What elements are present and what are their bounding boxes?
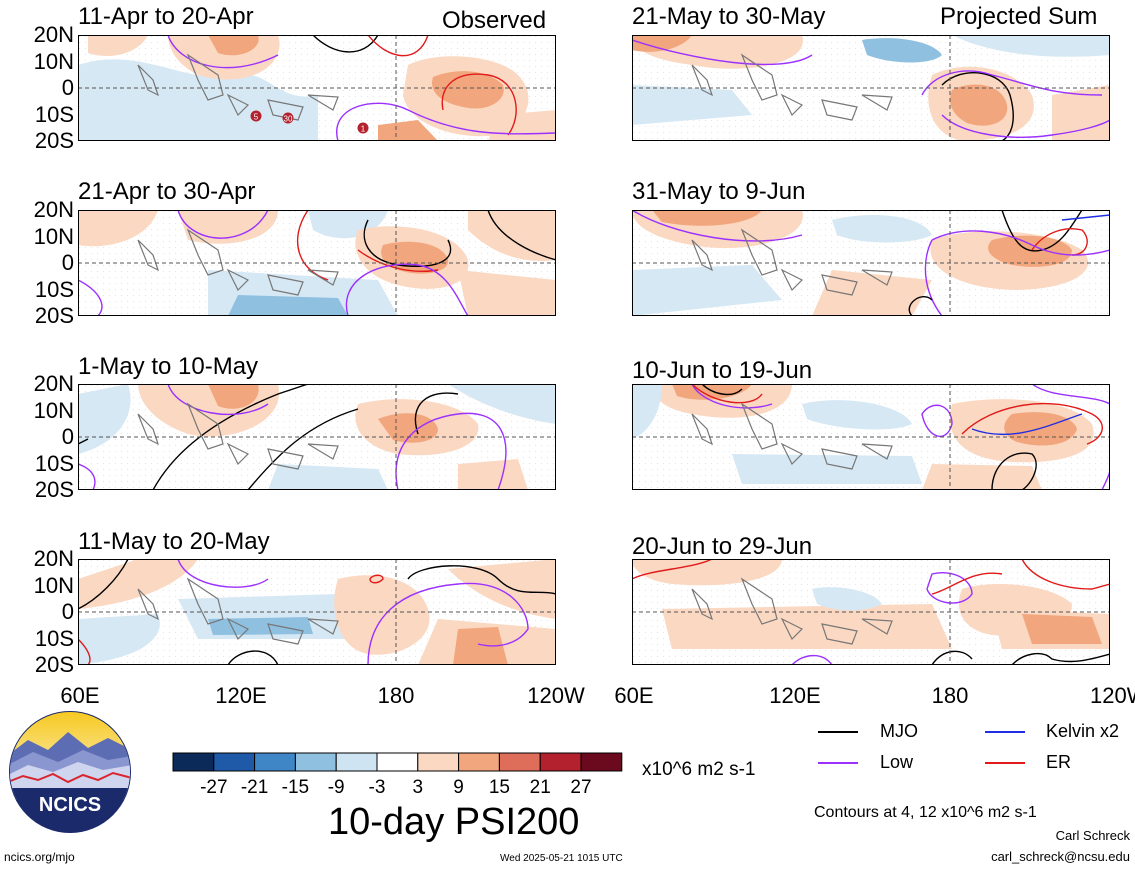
lon-label-60e: 60E <box>60 683 100 708</box>
storm-marker-label: 5 <box>254 113 259 122</box>
map-panel-2 <box>78 210 556 316</box>
lat-label: 10S <box>34 450 74 476</box>
site-url[interactable]: ncics.org/mjo <box>4 850 75 864</box>
panel-title: 21-Apr to 30-Apr <box>78 178 256 205</box>
panel-title: 1-May to 10-May <box>78 353 259 380</box>
panel-title: 21-May to 30-May <box>632 3 826 30</box>
colorbar-swatch <box>539 752 582 772</box>
storm-marker: 30 <box>282 112 294 124</box>
lat-label: 10N <box>33 223 74 249</box>
author-name: Carl Schreck <box>1055 828 1130 843</box>
legend-swatch-er <box>985 762 1025 764</box>
colorbar-tick-label: 9 <box>453 777 464 798</box>
lat-label: 20N <box>33 22 74 47</box>
timestamp: Wed 2025-05-21 1015 UTC <box>500 853 623 864</box>
lat-label: 20N <box>33 371 74 396</box>
colorbar-swatch <box>213 752 256 772</box>
colorbar-tick-label: -9 <box>328 777 345 798</box>
panel-title: 11-Apr to 20-Apr <box>78 3 254 30</box>
colorbar-swatch <box>294 752 337 772</box>
panel-tag-projected: Projected Sum <box>940 3 1098 30</box>
lat-label: 0 <box>61 424 74 449</box>
map-panel-7 <box>632 384 1110 490</box>
lat-label: 10S <box>34 101 74 127</box>
legend-label-low: Low <box>880 752 914 772</box>
colorbar-swatch <box>254 752 296 772</box>
lat-label: 20N <box>33 546 74 571</box>
map-panel-6 <box>632 210 1110 316</box>
colorbar: -27 -21 -15 -9 -3 3 9 15 21 27 <box>172 752 623 798</box>
lat-label: 20S <box>34 477 74 502</box>
storm-marker: 5 <box>250 110 262 122</box>
colorbar-swatch <box>417 752 460 772</box>
colorbar-tick-label: 15 <box>489 777 510 798</box>
colorbar-tick-label: -21 <box>241 777 268 798</box>
map-panel-4 <box>78 559 556 665</box>
chart-title: 10-day PSI200 <box>328 801 580 843</box>
map-panel-8 <box>632 559 1110 665</box>
lat-label: 10N <box>33 48 74 74</box>
colorbar-swatch <box>172 752 215 772</box>
lat-label: 10N <box>33 572 74 598</box>
colorbar-tick-label: 3 <box>413 777 424 798</box>
panel-title: 20-Jun to 29-Jun <box>632 533 813 560</box>
lat-label: 10S <box>34 625 74 651</box>
ncics-logo: NCICS <box>9 711 131 833</box>
lat-label: 0 <box>61 250 74 275</box>
contour-note: Contours at 4, 12 x10^6 m2 s-1 <box>814 804 1037 821</box>
lat-label: 10N <box>33 397 74 423</box>
storm-marker-label: 1 <box>361 125 366 134</box>
lon-label-120e-right: 120E <box>769 683 821 708</box>
lon-label-120w: 120W <box>527 683 585 708</box>
storm-marker: 1 <box>357 122 369 134</box>
lon-label-180: 180 <box>377 683 415 708</box>
lat-label: 20N <box>33 197 74 222</box>
lat-label: 0 <box>61 75 74 100</box>
map-panel-1: 5 30 1 <box>78 35 556 141</box>
colorbar-swatch <box>335 752 378 772</box>
legend-label-er: ER <box>1046 752 1072 772</box>
lon-label-120e: 120E <box>215 683 267 708</box>
colorbar-swatch <box>376 752 419 772</box>
panel-title: 11-May to 20-May <box>78 528 270 555</box>
lon-label-60e-right: 60E <box>614 683 654 708</box>
colorbar-units: x10^6 m2 s-1 <box>642 759 756 780</box>
legend-swatch-low <box>818 762 858 764</box>
colorbar-swatch <box>458 752 500 772</box>
colorbar-tick-label: -3 <box>369 777 386 798</box>
lat-label: 20S <box>34 128 74 153</box>
map-panel-5 <box>632 35 1110 141</box>
colorbar-tick-label: 27 <box>570 777 591 798</box>
legend-swatch-kelvin <box>985 731 1025 733</box>
lat-label: 10S <box>34 276 74 302</box>
author-email[interactable]: carl_schreck@ncsu.edu <box>991 849 1130 864</box>
legend-label-mjo: MJO <box>880 721 918 741</box>
colorbar-tick-label: 21 <box>530 777 551 798</box>
legend-swatch-mjo <box>818 731 858 733</box>
storm-marker-label: 30 <box>284 115 293 124</box>
colorbar-tick-label: -27 <box>200 777 227 798</box>
lat-label: 20S <box>34 652 74 677</box>
panel-title: 10-Jun to 19-Jun <box>632 357 813 384</box>
colorbar-swatch <box>498 752 541 772</box>
colorbar-tick-label: -15 <box>282 777 309 798</box>
lat-label: 20S <box>34 303 74 328</box>
lat-label: 0 <box>61 599 74 624</box>
legend-label-kelvin: Kelvin x2 <box>1046 721 1120 741</box>
colorbar-swatch <box>580 752 623 772</box>
map-panel-3 <box>78 384 556 490</box>
panel-tag-observed: Observed <box>442 7 547 34</box>
panel-title: 31-May to 9-Jun <box>632 178 806 205</box>
lon-label-180-right: 180 <box>931 683 969 708</box>
lon-label-120w-right: 120W <box>1090 685 1135 707</box>
logo-text: NCICS <box>39 794 101 816</box>
